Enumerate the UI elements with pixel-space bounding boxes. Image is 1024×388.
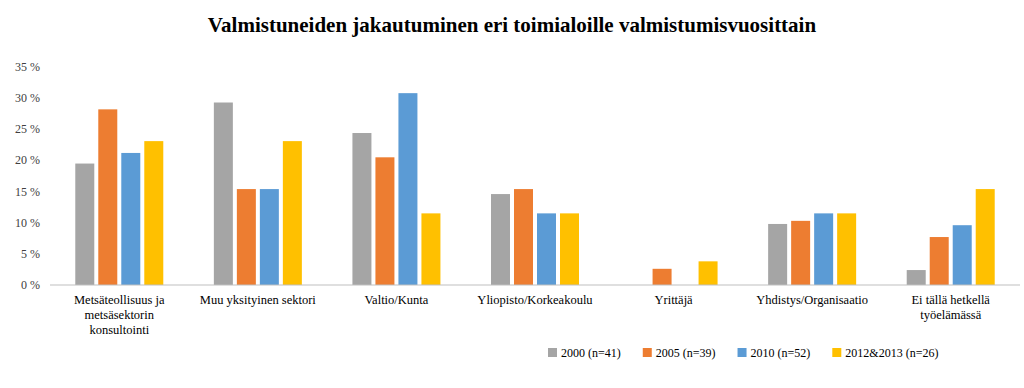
legend-label: 2005 (n=39) <box>656 346 716 360</box>
y-tick-label: 25 % <box>15 122 40 136</box>
y-tick-label: 15 % <box>15 185 40 199</box>
title: Valmistuneiden jakautuminen eri toimialo… <box>208 13 817 37</box>
bar <box>375 157 394 285</box>
legend: 2000 (n=41) 2005 (n=39) 2010 (n=52) 2012&20… <box>548 346 938 360</box>
bar <box>491 194 510 285</box>
bar <box>537 213 556 285</box>
x-tick-label: Yliopisto/Korkeakoulu <box>477 293 593 307</box>
bar <box>398 93 417 285</box>
bar <box>421 213 440 285</box>
bar <box>75 164 94 285</box>
x-tick-label: Metsäteollisuus jametsäsektorinkonsultoi… <box>74 293 165 337</box>
bar <box>283 141 302 285</box>
legend-swatch <box>548 348 557 357</box>
x-tick-label: Muu yksityinen sektori <box>200 293 316 307</box>
y-tick-label: 30 % <box>15 91 40 105</box>
bar <box>653 269 672 285</box>
y-tick-label: 20 % <box>15 153 40 167</box>
bar <box>907 270 926 285</box>
bar <box>214 103 233 285</box>
bar <box>699 261 718 285</box>
y-tick-label: 0 % <box>21 278 40 292</box>
y-tick-label: 5 % <box>21 247 40 261</box>
bar <box>560 213 579 285</box>
bar <box>953 225 972 285</box>
x-tick-label: Valtio/Kunta <box>364 293 428 307</box>
bar <box>260 189 279 285</box>
x-tick-label: Yhdistys/Organisaatio <box>756 293 868 307</box>
bar <box>814 213 833 285</box>
x-tick-label: Yrittäjä <box>654 293 693 307</box>
bar <box>837 213 856 285</box>
bars <box>75 93 994 285</box>
bar <box>930 237 949 285</box>
x-tick-label: Ei tällä hetkellätyöelämässä <box>911 293 990 322</box>
chart: Valmistuneiden jakautuminen eri toimialo… <box>0 0 1024 388</box>
bar <box>352 133 371 285</box>
bar <box>976 189 995 285</box>
bar <box>768 224 787 285</box>
bar <box>514 189 533 285</box>
legend-label: 2012&2013 (n=26) <box>845 346 938 360</box>
y-tick-label: 10 % <box>15 216 40 230</box>
x-axis-line <box>50 285 1020 286</box>
legend-swatch <box>643 348 652 357</box>
bar <box>791 221 810 285</box>
bar <box>121 153 140 285</box>
bar <box>237 189 256 285</box>
legend-swatch <box>832 348 841 357</box>
y-tick-label: 35 % <box>15 60 40 74</box>
bar <box>144 141 163 285</box>
legend-label: 2000 (n=41) <box>561 346 621 360</box>
legend-label: 2010 (n=52) <box>751 346 811 360</box>
bar <box>98 109 117 285</box>
legend-swatch <box>738 348 747 357</box>
chart-root: Valmistuneiden jakautuminen eri toimialo… <box>0 0 1024 388</box>
